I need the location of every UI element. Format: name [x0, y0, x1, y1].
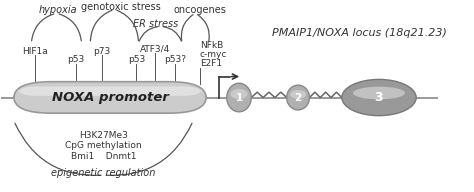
Text: E2F1: E2F1 — [200, 59, 222, 68]
Text: p53?: p53? — [164, 55, 186, 64]
Ellipse shape — [353, 87, 405, 99]
Ellipse shape — [287, 85, 310, 110]
Text: epigenetic regulation: epigenetic regulation — [51, 168, 155, 178]
Text: Bmi1    Dnmt1: Bmi1 Dnmt1 — [71, 151, 136, 161]
Text: 3: 3 — [374, 91, 383, 104]
Ellipse shape — [227, 83, 251, 112]
Ellipse shape — [290, 90, 306, 99]
Text: NOXA promoter: NOXA promoter — [52, 91, 168, 104]
Text: p73: p73 — [93, 47, 111, 56]
Text: oncogenes: oncogenes — [173, 5, 226, 16]
Text: hypoxia: hypoxia — [38, 5, 77, 16]
Text: 2: 2 — [294, 93, 302, 103]
Text: H3K27Me3: H3K27Me3 — [79, 131, 128, 140]
Text: p53: p53 — [128, 55, 145, 64]
Text: CpG methylation: CpG methylation — [65, 141, 142, 150]
FancyBboxPatch shape — [18, 86, 202, 96]
Text: c-myc: c-myc — [200, 50, 227, 59]
Text: ATF3/4: ATF3/4 — [140, 45, 170, 54]
Text: ER stress: ER stress — [133, 19, 179, 29]
Ellipse shape — [342, 79, 416, 116]
FancyBboxPatch shape — [14, 82, 206, 113]
Text: genotoxic stress: genotoxic stress — [81, 2, 161, 12]
Text: HIF1a: HIF1a — [22, 47, 48, 56]
Text: PMAIP1/NOXA locus (18q21.23): PMAIP1/NOXA locus (18q21.23) — [272, 28, 447, 38]
Text: 1: 1 — [236, 93, 243, 103]
Text: NFkB: NFkB — [200, 41, 223, 50]
Text: p53: p53 — [67, 55, 84, 64]
Ellipse shape — [230, 89, 247, 99]
